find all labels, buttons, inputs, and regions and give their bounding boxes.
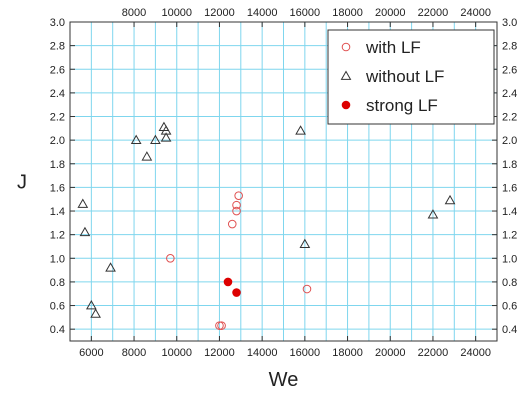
y-right-tick-label: 1.4 <box>502 206 517 218</box>
x-top-tick-label: 24000 <box>460 7 491 19</box>
y-tick-label: 2.0 <box>50 135 65 147</box>
data-point-without-lf <box>160 132 172 142</box>
y-tick-label: 2.6 <box>50 64 65 76</box>
data-point-with-lf <box>232 206 241 216</box>
y-right-tick-label: 2.4 <box>502 88 517 100</box>
data-point-without-lf <box>295 125 306 135</box>
legend-marker <box>341 100 351 110</box>
x-tick-label: 14000 <box>247 347 278 359</box>
legend-label: strong LF <box>366 96 438 115</box>
data-point-without-lf <box>150 134 161 145</box>
data-point-with-lf <box>302 284 312 294</box>
x-tick-label: 16000 <box>290 347 321 359</box>
data-point-with-lf <box>232 200 241 210</box>
data-point-strong-lf <box>223 277 233 287</box>
y-right-tick-label: 2.6 <box>502 64 517 76</box>
y-right-tick-label: 1.0 <box>502 253 517 265</box>
data-point-without-lf <box>105 262 116 272</box>
y-right-tick-label: 1.8 <box>502 159 517 171</box>
x-tick-label: 18000 <box>332 347 363 359</box>
plot-frame <box>69 21 498 342</box>
legend-label: with LF <box>365 38 421 57</box>
data-point-with-lf <box>166 253 175 263</box>
data-point-without-lf <box>77 198 89 208</box>
x-tick-label: 10000 <box>161 347 192 359</box>
x-top-tick-label: 18000 <box>332 7 363 19</box>
y-right-tick-label: 1.6 <box>502 182 517 194</box>
x-top-tick-label: 14000 <box>247 7 278 19</box>
x-tick-label: 12000 <box>204 347 235 359</box>
x-top-tick-label: 22000 <box>418 7 449 19</box>
y-tick-label: 0.6 <box>50 301 65 313</box>
y-tick-label: 1.4 <box>50 206 65 218</box>
x-top-tick-label: 10000 <box>161 7 192 19</box>
data-point-without-lf <box>299 238 311 248</box>
x-tick-label: 20000 <box>375 347 406 359</box>
legend-marker <box>341 42 351 52</box>
x-tick-label: 22000 <box>418 347 449 359</box>
legend-box <box>327 29 495 125</box>
data-point-without-lf <box>141 151 153 161</box>
data-point-with-lf <box>227 219 237 229</box>
data-point-without-lf <box>444 194 456 205</box>
x-top-tick-label: 12000 <box>204 7 235 19</box>
x-top-tick-label: 16000 <box>290 7 321 19</box>
y-right-tick-label: 2.2 <box>502 112 517 124</box>
y-right-tick-label: 2.8 <box>502 41 517 53</box>
data-point-without-lf <box>85 300 97 310</box>
x-tick-label: 8000 <box>122 347 146 359</box>
y-tick-label: 0.8 <box>50 277 65 289</box>
x-tick-label: 24000 <box>460 347 491 359</box>
data-point-with-lf <box>234 191 243 200</box>
y-right-tick-label: 3.0 <box>502 17 517 29</box>
y-axis-title: J <box>17 172 27 194</box>
y-tick-label: 0.4 <box>50 324 65 336</box>
data-points <box>77 121 456 330</box>
legend-label: without LF <box>365 67 444 86</box>
x-tick-label: 6000 <box>79 347 103 359</box>
y-right-tick-label: 2.0 <box>502 135 517 147</box>
y-tick-label: 1.6 <box>50 182 65 194</box>
data-point-without-lf <box>130 134 142 145</box>
data-point-with-lf <box>215 321 224 330</box>
y-tick-label: 2.8 <box>50 41 65 53</box>
y-right-tick-label: 0.4 <box>502 324 517 336</box>
data-point-without-lf <box>79 226 91 237</box>
y-right-tick-label: 0.8 <box>502 277 517 289</box>
y-tick-label: 2.2 <box>50 112 65 124</box>
legend-marker <box>340 70 352 80</box>
x-axis-title: We <box>269 369 299 391</box>
data-point-with-lf <box>217 321 226 330</box>
y-tick-label: 3.0 <box>50 17 65 29</box>
y-tick-label: 2.4 <box>50 88 65 100</box>
data-point-strong-lf <box>232 288 241 297</box>
x-top-tick-label: 20000 <box>375 7 406 19</box>
y-tick-label: 1.0 <box>50 253 65 265</box>
y-tick-label: 1.2 <box>50 230 65 242</box>
legend: with LF without LF strong LF <box>327 29 495 125</box>
y-right-tick-label: 0.6 <box>502 301 517 313</box>
y-right-tick-label: 1.2 <box>502 230 517 242</box>
x-top-tick-label: 8000 <box>122 7 146 19</box>
data-point-without-lf <box>90 308 101 318</box>
data-point-without-lf <box>427 209 439 219</box>
y-tick-label: 1.8 <box>50 159 65 171</box>
axis-ticks: 6000 8000 10000 12000 14000 16000 18000 20000 22… <box>50 7 518 359</box>
